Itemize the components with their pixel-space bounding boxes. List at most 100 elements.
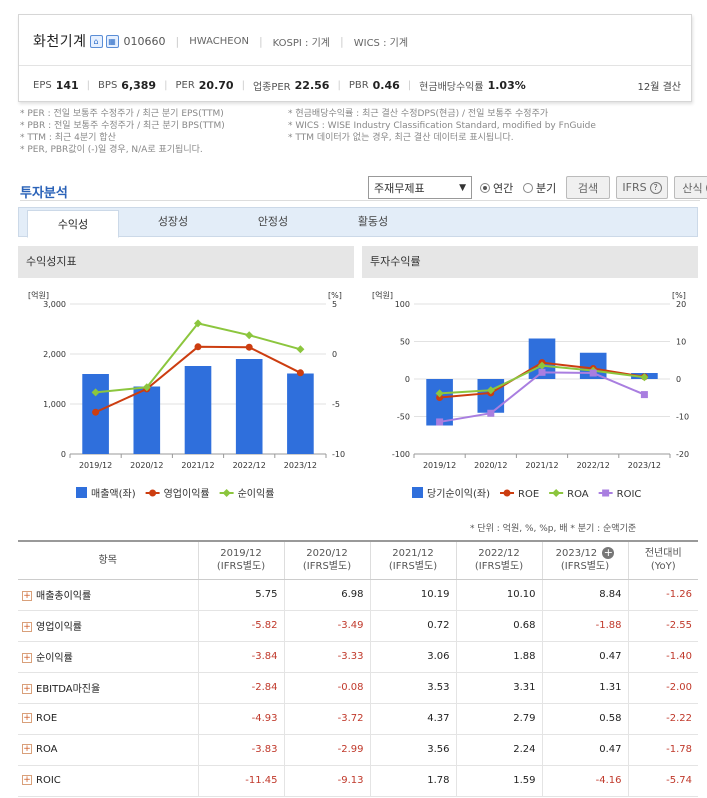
radio-quarter[interactable]: 분기 (523, 176, 556, 199)
column-header-sub: (IFRS별도) (216, 561, 266, 573)
house-icon[interactable]: ⌂ (89, 34, 103, 48)
data-point (538, 368, 546, 376)
data-point (245, 331, 254, 340)
column-header: 항목 (18, 540, 198, 580)
expand-row-icon[interactable]: + (22, 684, 32, 694)
radio-unchecked-icon (523, 182, 533, 193)
market-info: KOSPI : 기계 (272, 37, 331, 49)
table-cell: -2.22 (627, 703, 698, 735)
panel-title-profitability: 수익성지표 (18, 246, 354, 278)
data-point (142, 383, 151, 392)
help-icon: ? (649, 181, 662, 194)
metric-value-bps: 6,389 (121, 79, 157, 92)
table-cell: 10.10 (455, 579, 542, 611)
units-note: * 단위 : 억원, %, %p, 배 * 분기 : 순액기준 (470, 524, 637, 534)
table-row: + 순이익률 -3.84 -3.33 3.06 1.88 0.47 -1.40 (18, 641, 698, 673)
tab-stability[interactable]: 안정성 (257, 215, 289, 228)
divider: | (241, 80, 245, 91)
expand-row-icon[interactable]: + (22, 775, 32, 785)
search-button[interactable]: 검색 (566, 176, 610, 199)
table-header-row: 항목 2019/12 (IFRS별도) 2020/12 (IFRS별도) 2021/… (18, 540, 698, 580)
table-cell: -1.78 (627, 734, 698, 766)
x-tick-label: 2020/12 (130, 461, 163, 470)
settlement-label: 12월 결산 (637, 82, 681, 93)
row-label: 매출총이익률 (36, 591, 92, 602)
metric-value-eps: 141 (55, 79, 79, 92)
x-tick-label: 2020/12 (474, 461, 507, 470)
row-label-cell[interactable]: + 영업이익률 (18, 610, 198, 642)
legend-label: ROIC (617, 489, 642, 500)
column-header: 전년대비 (YoY) (627, 540, 698, 580)
formula-button-label: 산식 (682, 181, 703, 195)
column-header-sub: (IFRS별도) (474, 561, 524, 573)
column-header: 2021/12 (IFRS별도) (369, 540, 456, 580)
expand-row-icon[interactable]: + (22, 591, 32, 601)
divider: | (86, 80, 91, 91)
table-cell: 0.47 (541, 641, 628, 673)
row-label-cell[interactable]: + ROA (18, 734, 198, 766)
table-cell: 1.88 (455, 641, 542, 673)
expand-columns-icon[interactable]: + (602, 546, 615, 560)
data-point (296, 369, 304, 377)
table-cell: -1.88 (541, 610, 628, 642)
statement-select[interactable]: 주재무제표 ▼ (368, 176, 472, 199)
column-header-sub: (IFRS별도) (388, 561, 438, 573)
radio-annual-label: 연간 (493, 181, 514, 195)
building-icon[interactable]: ▦ (105, 34, 119, 48)
divider: | (337, 80, 341, 91)
tab-growth[interactable]: 성장성 (157, 215, 189, 228)
left-axis-unit: [억원] (372, 290, 393, 300)
data-point (538, 361, 546, 370)
right-tick-label: 10 (676, 338, 686, 347)
row-label-cell[interactable]: + ROE (18, 703, 198, 735)
row-label-cell[interactable]: + 매출총이익률 (18, 579, 198, 611)
right-tick-label: -10 (332, 450, 345, 459)
column-header: 2023/12 + (IFRS별도) (541, 540, 628, 580)
table-cell: 3.53 (369, 672, 456, 704)
divider: | (164, 80, 168, 91)
radio-annual[interactable]: 연간 (480, 176, 513, 199)
row-label: ROA (36, 744, 58, 755)
divider (20, 200, 700, 201)
column-header: 2022/12 (IFRS별도) (455, 540, 542, 580)
table-cell: -3.83 (197, 734, 284, 766)
footnote: * PBR : 전일 보통주 수정주가 / 최근 분기 BPS(TTM) (20, 121, 225, 131)
expand-row-icon[interactable]: + (22, 653, 32, 663)
table-row: + ROE -4.93 -3.72 4.37 2.79 0.58 -2.22 (18, 703, 698, 735)
metrics-line: EPS 141 | BPS 6,389 | PER 20.70 | 업종PER 22.5… (33, 78, 681, 93)
data-point (194, 343, 202, 351)
table-cell: -2.84 (197, 672, 284, 704)
table-cell: 0.47 (541, 734, 628, 766)
column-header-label: 2021/12 (392, 548, 434, 560)
tab-profitability[interactable]: 수익성 (27, 210, 119, 238)
formula-button[interactable]: 산식? (674, 176, 707, 199)
x-tick-label: 2023/12 (284, 461, 317, 470)
column-header-sub: (YoY) (650, 561, 676, 573)
expand-row-icon[interactable]: + (22, 713, 32, 723)
column-header-label: 2023/12 (555, 548, 598, 560)
ifrs-button[interactable]: IFRS? (616, 176, 668, 199)
data-point (436, 393, 444, 401)
footnote: * TTM 데이터가 없는 경우, 최근 결산 데이터로 표시됩니다. (288, 133, 514, 143)
footnote: * PER, PBR값이 (-)일 경우, N/A로 표기됩니다. (20, 145, 203, 155)
row-label-cell[interactable]: + 순이익률 (18, 641, 198, 673)
table-cell: 0.68 (455, 610, 542, 642)
row-label-cell[interactable]: + ROIC (18, 765, 198, 797)
ifrs-button-label: IFRS (622, 181, 647, 194)
row-label-cell[interactable]: + EBITDA마진율 (18, 672, 198, 704)
column-header-label: 2019/12 (220, 548, 262, 560)
expand-row-icon[interactable]: + (22, 744, 32, 754)
data-point (640, 391, 648, 399)
column-header-label: 전년대비 (644, 548, 682, 560)
table-cell: -0.08 (283, 672, 370, 704)
table-cell: 1.78 (369, 765, 456, 797)
data-point (589, 369, 597, 377)
tab-activity[interactable]: 활동성 (357, 215, 389, 228)
expand-row-icon[interactable]: + (22, 622, 32, 632)
divider: | (258, 34, 263, 48)
table-row: + 영업이익률 -5.82 -3.49 0.72 0.68 -1.88 -2.55 (18, 610, 698, 642)
table-cell: 1.59 (455, 765, 542, 797)
table-cell: 3.06 (369, 641, 456, 673)
radio-quarter-label: 분기 (536, 181, 557, 195)
